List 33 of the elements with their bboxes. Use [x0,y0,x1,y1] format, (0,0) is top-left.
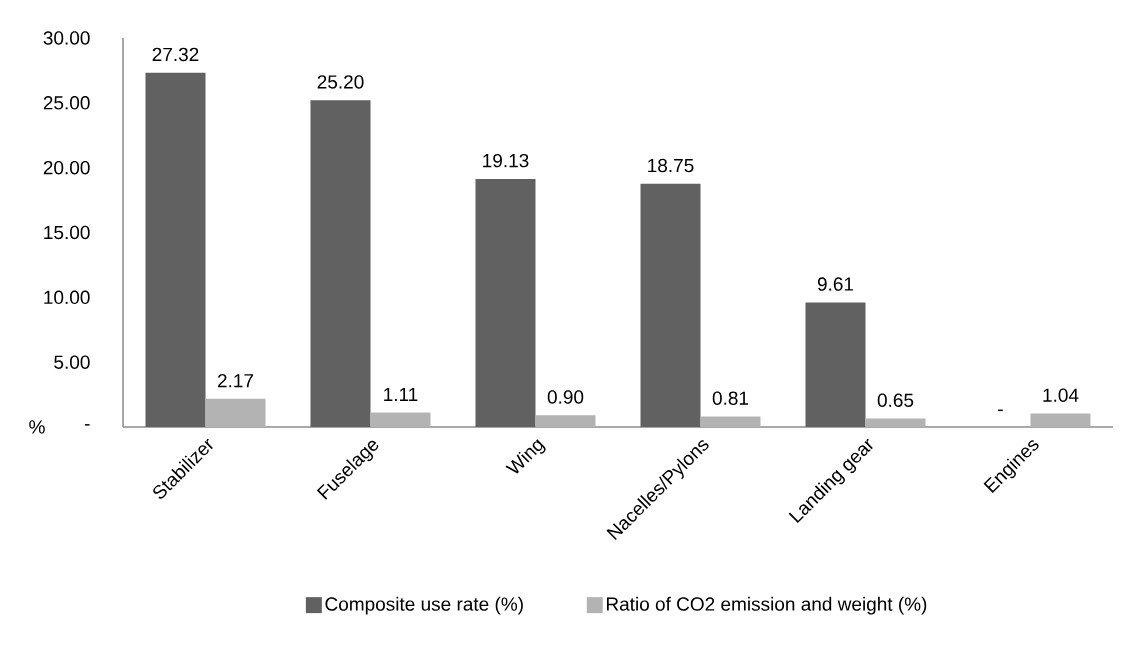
bar [640,183,701,427]
data-label: 0.90 [547,390,584,404]
bar [805,302,866,427]
data-label: 0.65 [877,393,914,407]
bar [1030,413,1091,427]
bar [535,415,596,427]
data-label: 25.20 [317,75,364,89]
y-tick-label: 20.00 [43,160,90,175]
legend-label: Composite use rate (%) [325,596,523,615]
bar [700,416,761,427]
y-tick-label: 15.00 [44,225,90,240]
data-label: 0.81 [712,391,749,405]
bar [205,398,266,427]
y-tick-label: 10.00 [44,290,90,305]
data-label: 19.13 [483,153,529,168]
y-axis-title: % [29,420,45,434]
bar [475,178,536,427]
data-label: 27.32 [152,47,199,62]
y-tick-label: 30.00 [43,31,90,45]
y-tick-label: - [84,424,90,426]
bar [865,418,926,427]
bar [310,100,371,427]
y-tick-label: 25.00 [43,96,90,110]
data-label: - [998,409,1003,412]
bar [145,72,206,427]
y-tick-label: 5.00 [54,355,90,369]
data-label: 1.04 [1043,388,1079,402]
data-label: 9.61 [817,277,854,291]
legend-label: Ratio of CO2 emission and weight (%) [606,596,927,615]
data-label: 2.17 [217,373,254,388]
bar [370,412,431,427]
data-label: 18.75 [648,158,694,173]
data-label: 1.11 [384,387,418,401]
